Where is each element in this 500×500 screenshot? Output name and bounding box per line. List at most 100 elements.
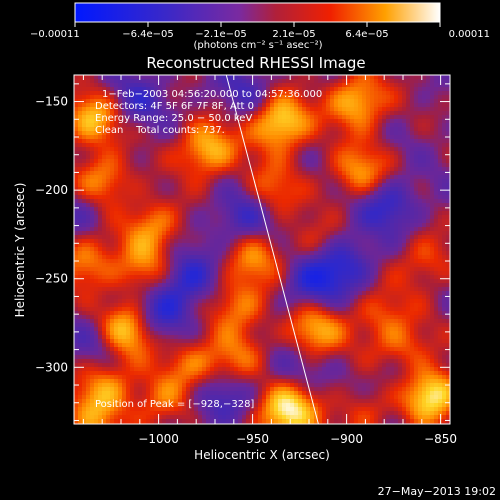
heatmap-cell	[346, 231, 351, 236]
heatmap-cell	[250, 99, 255, 104]
heatmap-cell	[390, 163, 395, 168]
heatmap-cell	[434, 99, 439, 104]
heatmap-cell	[406, 195, 411, 200]
colorbar-gradient	[74, 2, 441, 23]
heatmap-cell	[322, 191, 327, 196]
heatmap-cell	[90, 107, 95, 112]
heatmap-cell	[118, 275, 123, 280]
heatmap-cell	[178, 239, 183, 244]
heatmap-cell	[102, 267, 107, 272]
heatmap-cell	[142, 255, 147, 260]
heatmap-cell	[358, 183, 363, 188]
heatmap-cell	[286, 147, 291, 152]
heatmap-cell	[162, 231, 167, 236]
heatmap-cell	[266, 131, 271, 136]
heatmap-cell	[282, 239, 287, 244]
heatmap-cell	[210, 127, 215, 132]
heatmap-cell	[158, 107, 163, 112]
heatmap-cell	[366, 151, 371, 156]
heatmap-cell	[294, 83, 299, 88]
heatmap-cell	[86, 231, 91, 236]
heatmap-cell	[366, 271, 371, 276]
heatmap-cell	[430, 275, 435, 280]
heatmap-cell	[286, 267, 291, 272]
heatmap-cell	[90, 231, 95, 236]
heatmap-cell	[270, 147, 275, 152]
heatmap-cell	[382, 151, 387, 156]
heatmap-cell	[134, 195, 139, 200]
heatmap-cell	[106, 103, 111, 108]
heatmap-cell	[206, 119, 211, 124]
heatmap-cell	[162, 263, 167, 268]
heatmap-cell	[354, 167, 359, 172]
heatmap-cell	[202, 143, 207, 148]
heatmap-cell	[162, 199, 167, 204]
heatmap-cell	[126, 271, 131, 276]
heatmap-cell	[206, 163, 211, 168]
heatmap-cell	[286, 107, 291, 112]
heatmap-cell	[190, 235, 195, 240]
heatmap-cell	[274, 155, 279, 160]
heatmap-cell	[86, 147, 91, 152]
heatmap-cell	[146, 135, 151, 140]
heatmap-cell	[238, 191, 243, 196]
heatmap-cell	[254, 279, 259, 284]
heatmap-cell	[78, 255, 83, 260]
heatmap-cell	[422, 91, 427, 96]
heatmap-cell	[90, 247, 95, 252]
heatmap-cell	[318, 283, 323, 288]
heatmap-cell	[86, 203, 91, 208]
heatmap-cell	[230, 283, 235, 288]
heatmap-cell	[222, 151, 227, 156]
heatmap-cell	[150, 79, 155, 84]
heatmap-cell	[310, 111, 315, 116]
heatmap-cell	[174, 135, 179, 140]
heatmap-cell	[430, 143, 435, 148]
heatmap-cell	[214, 211, 219, 216]
heatmap-cell	[334, 83, 339, 88]
heatmap-cell	[294, 231, 299, 236]
heatmap-cell	[378, 143, 383, 148]
heatmap-cell	[410, 263, 415, 268]
heatmap-cell	[222, 231, 227, 236]
heatmap-cell	[202, 279, 207, 284]
heatmap-cell	[218, 219, 223, 224]
heatmap-cell	[362, 87, 367, 92]
heatmap-cell	[178, 215, 183, 220]
heatmap-cell	[290, 243, 295, 248]
heatmap-cell	[274, 283, 279, 288]
heatmap-cell	[198, 183, 203, 188]
heatmap-cell	[198, 271, 203, 276]
heatmap-cell	[358, 263, 363, 268]
heatmap-cell	[414, 271, 419, 276]
heatmap-cell	[290, 155, 295, 160]
heatmap-cell	[278, 119, 283, 124]
heatmap-cell	[298, 219, 303, 224]
heatmap-cell	[362, 155, 367, 160]
heatmap-cell	[126, 175, 131, 180]
heatmap-cell	[218, 271, 223, 276]
heatmap-cell	[254, 163, 259, 168]
heatmap-cell	[142, 127, 147, 132]
heatmap-cell	[114, 79, 119, 84]
heatmap-cell	[354, 227, 359, 232]
heatmap-cell	[170, 163, 175, 168]
heatmap-cell	[270, 255, 275, 260]
heatmap-cell	[126, 207, 131, 212]
heatmap-cell	[438, 167, 443, 172]
heatmap-cell	[254, 87, 259, 92]
heatmap-cell	[102, 139, 107, 144]
heatmap-cell	[302, 227, 307, 232]
heatmap-cell	[226, 103, 231, 108]
heatmap-cell	[270, 223, 275, 228]
heatmap-cell	[254, 135, 259, 140]
heatmap-cell	[422, 175, 427, 180]
heatmap-cell	[262, 247, 267, 252]
heatmap-cell	[406, 255, 411, 260]
heatmap-cell	[174, 207, 179, 212]
heatmap-cell	[74, 283, 79, 288]
heatmap-cell	[290, 127, 295, 132]
heatmap-cell	[274, 131, 279, 136]
heatmap-cell	[314, 235, 319, 240]
heatmap-cell	[174, 267, 179, 272]
